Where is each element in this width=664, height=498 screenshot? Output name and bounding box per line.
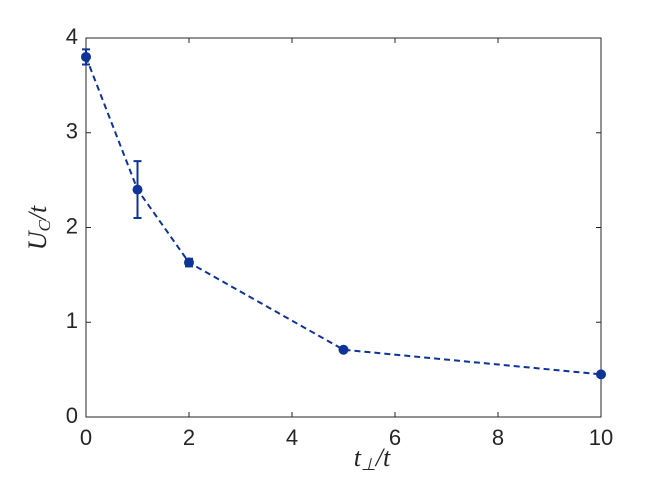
- x-tick-label: 10: [589, 425, 613, 450]
- x-tick-label: 0: [80, 425, 92, 450]
- plot-box: [85, 37, 602, 418]
- marker: [81, 51, 91, 62]
- y-label-sub: C: [35, 220, 54, 232]
- x-axis-label: t⊥/t: [354, 443, 391, 474]
- y-tick-label: 0: [66, 403, 78, 428]
- data-line: [85, 56, 602, 376]
- x-tick-label: 2: [183, 425, 195, 450]
- y-tick-label: 3: [66, 119, 78, 144]
- y-axis-label: UC/t: [23, 205, 54, 250]
- x-tick-label: 8: [492, 425, 504, 450]
- marker: [596, 369, 606, 380]
- x-label-sub: ⊥: [361, 455, 376, 474]
- y-tick-label: 4: [66, 24, 78, 49]
- x-label-rest: /t: [374, 443, 391, 472]
- x-tick-label: 4: [286, 425, 298, 450]
- marker: [132, 184, 143, 195]
- y-label-rest: /t: [23, 205, 52, 222]
- x-label-main: t: [354, 443, 362, 472]
- marker: [184, 257, 194, 268]
- y-label-main: U: [23, 229, 52, 250]
- x-tick-label: 6: [389, 425, 401, 450]
- y-tick-label: 2: [66, 213, 78, 238]
- marker: [338, 344, 349, 355]
- y-tick-label: 1: [66, 308, 78, 333]
